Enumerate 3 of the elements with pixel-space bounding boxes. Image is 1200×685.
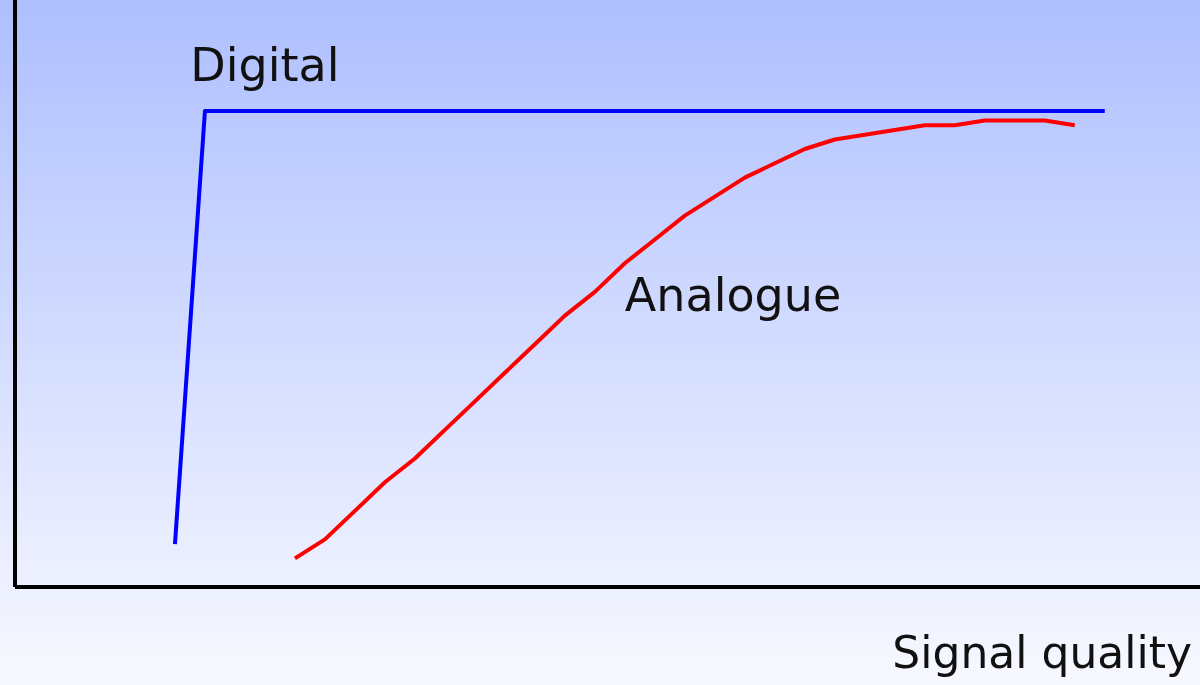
- series-label: Digital: [190, 37, 340, 92]
- x-axis-title: Signal quality: [892, 627, 1192, 678]
- series-label: Analogue: [624, 268, 842, 323]
